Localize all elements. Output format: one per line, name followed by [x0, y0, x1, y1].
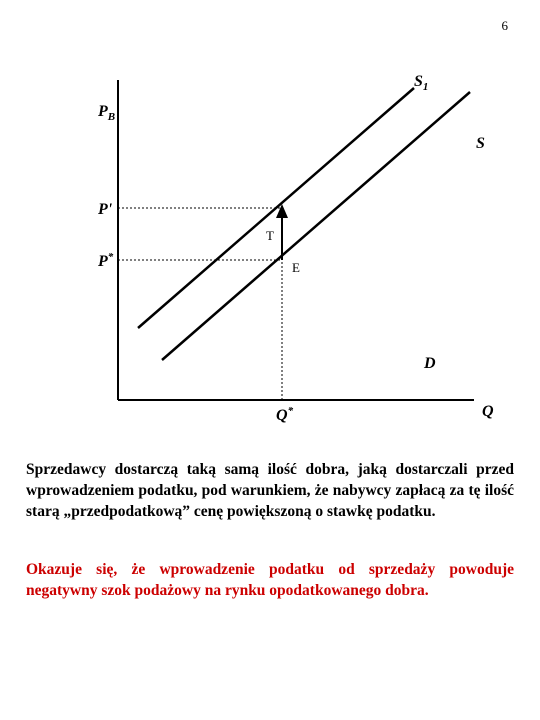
- paragraph-explanation: Sprzedawcy dostarczą taką samą ilość dob…: [26, 460, 514, 523]
- p-high-label: P': [97, 201, 113, 218]
- page-number: 6: [502, 18, 509, 34]
- q-star-label: Q*: [276, 405, 294, 424]
- s1-label: S1: [414, 73, 428, 93]
- p-star-label: P*: [97, 251, 114, 270]
- supply-curve-original: [162, 92, 470, 360]
- d-label: D: [423, 355, 436, 372]
- t-label: T: [266, 228, 274, 243]
- supply-demand-chart: PB Q S1 S D P' P* Q* T E: [74, 68, 494, 428]
- x-axis-label: Q: [482, 403, 494, 420]
- s-label: S: [476, 135, 485, 152]
- y-axis-label: PB: [97, 103, 115, 123]
- e-label: E: [292, 260, 300, 275]
- paragraph-conclusion: Okazuje się, że wprowadzenie podatku od …: [26, 560, 514, 602]
